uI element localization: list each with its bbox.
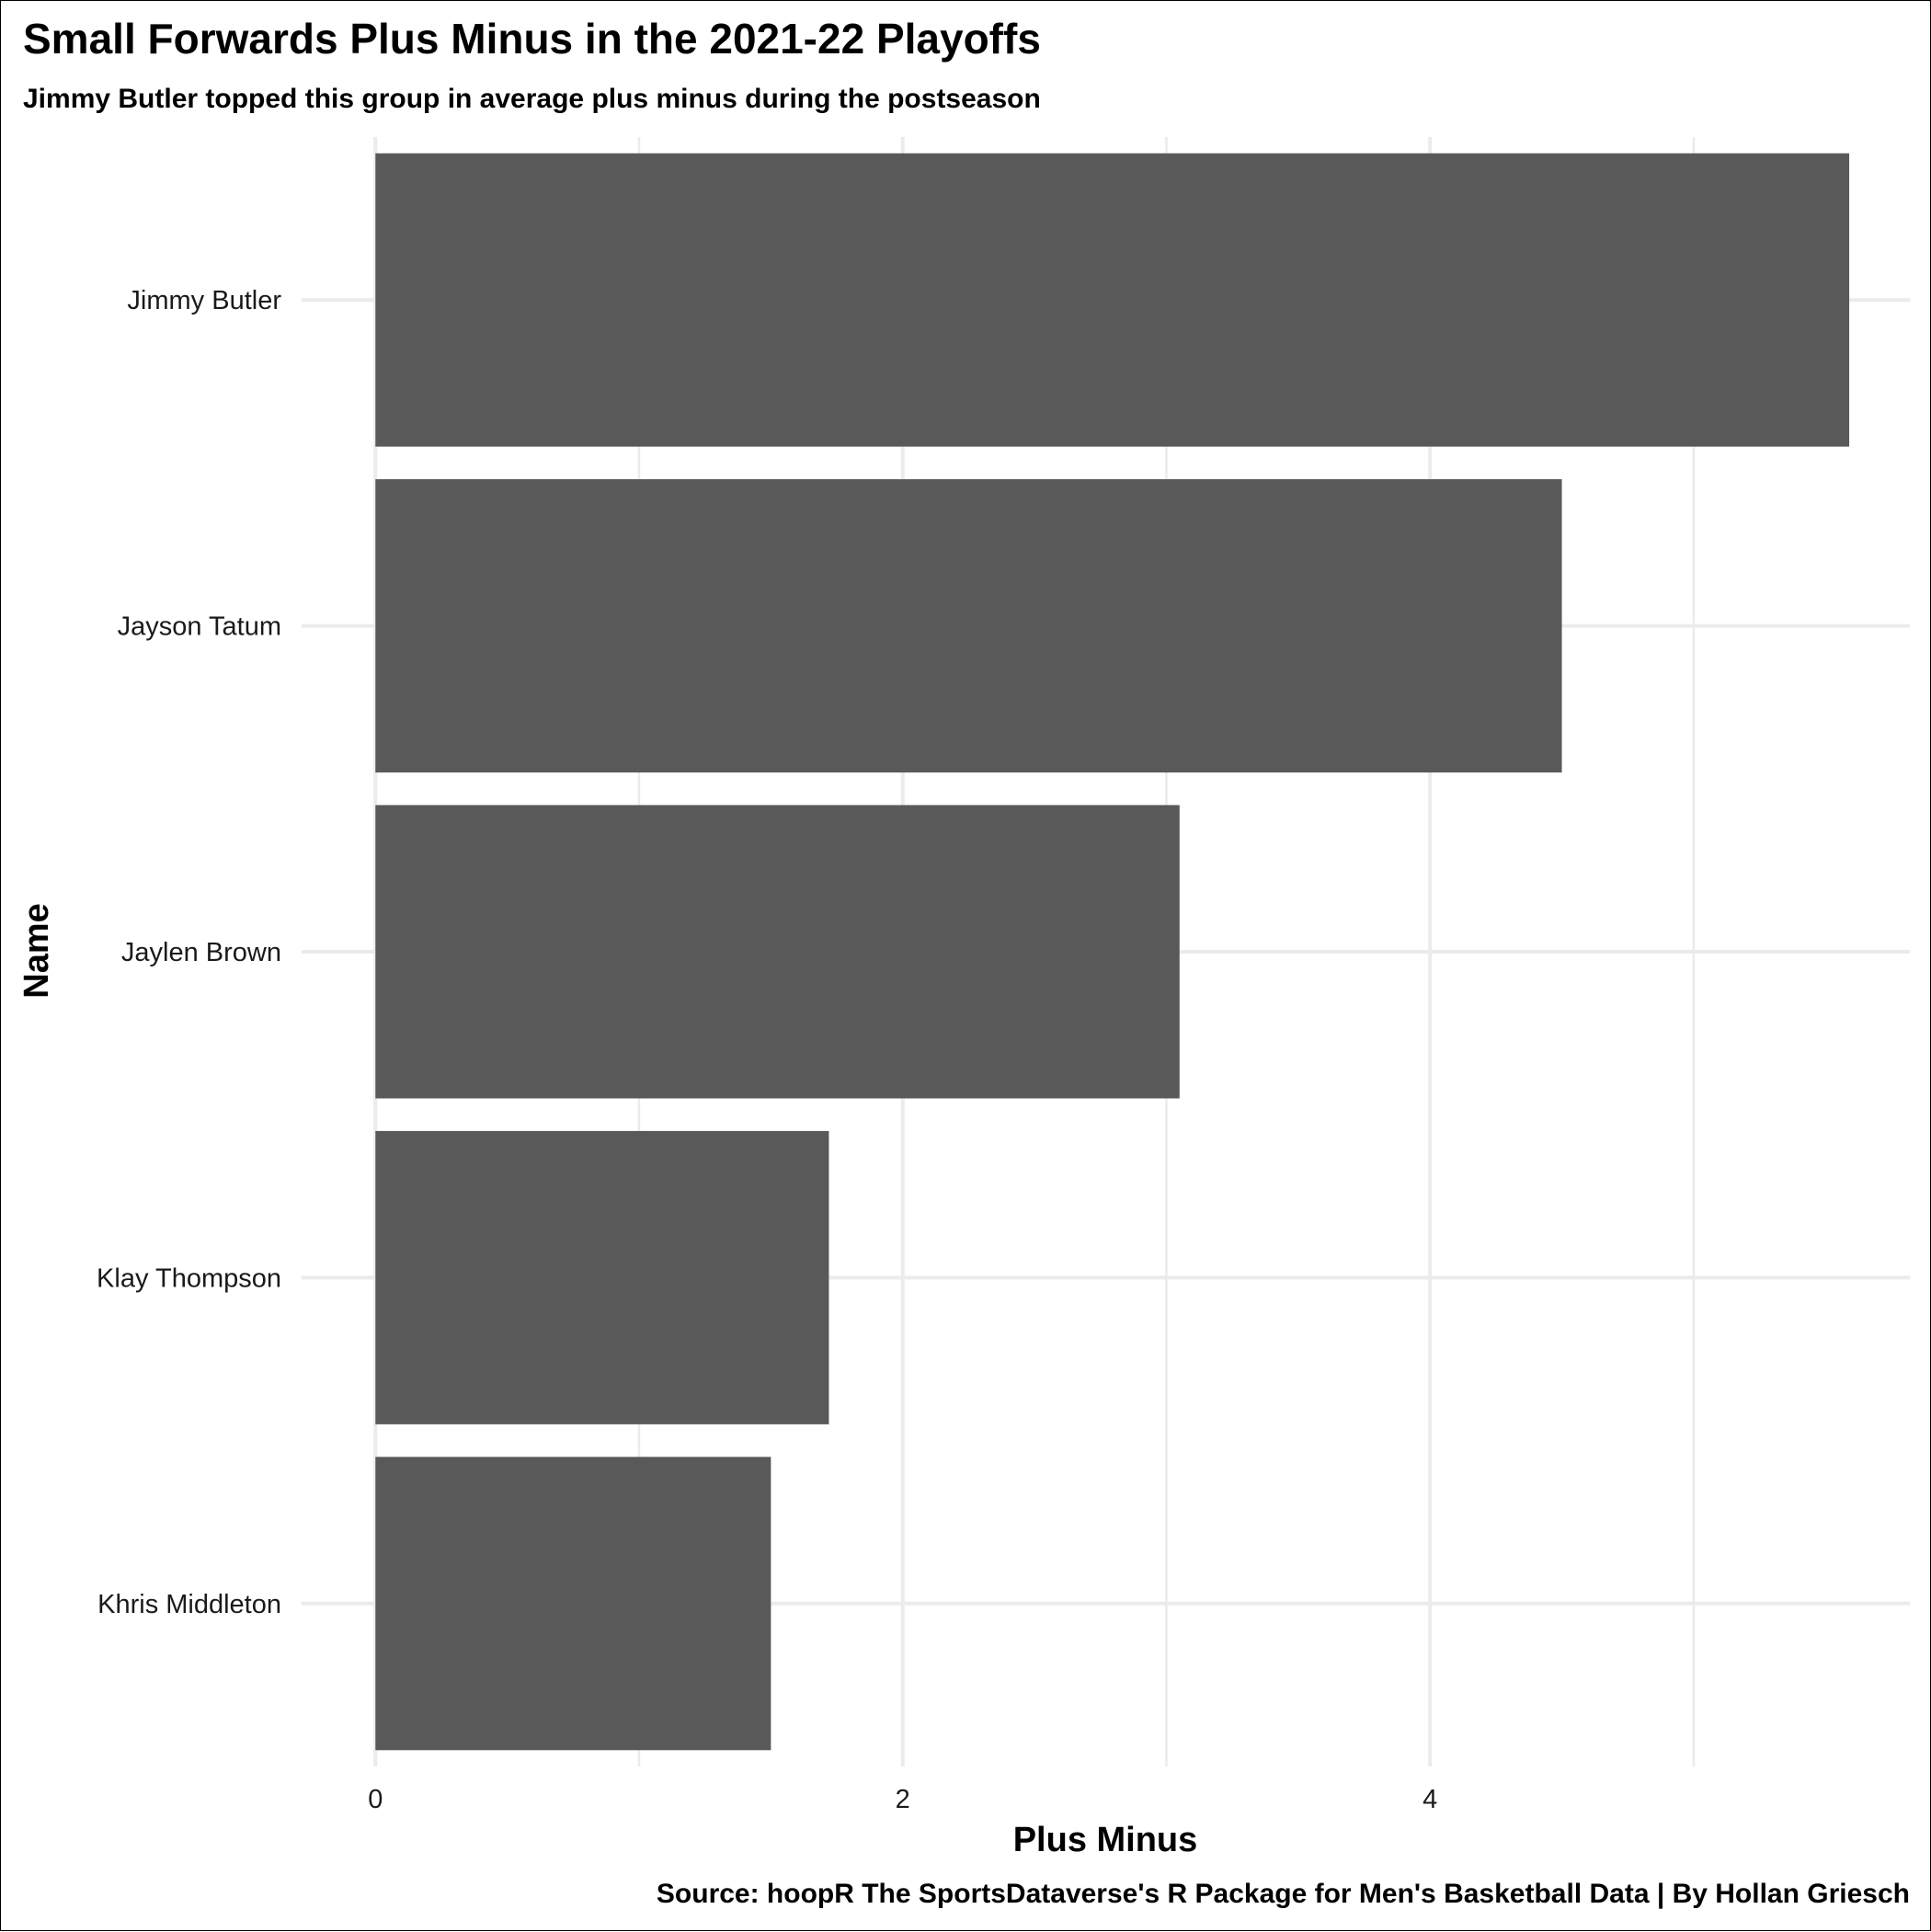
- y-axis-title: Name: [17, 903, 56, 999]
- bar: [375, 805, 1180, 1099]
- y-tick-label: Jayson Tatum: [118, 612, 281, 642]
- bar-layer: [375, 153, 1850, 1751]
- x-axis-title: Plus Minus: [1013, 1821, 1198, 1859]
- chart-subtitle: Jimmy Butler topped this group in averag…: [23, 84, 1041, 114]
- x-tick-label: 2: [896, 1785, 910, 1814]
- y-tick-label: Jimmy Butler: [127, 286, 281, 315]
- bar: [375, 153, 1850, 447]
- bar: [375, 1457, 771, 1751]
- bar: [375, 479, 1562, 773]
- bar: [375, 1130, 829, 1424]
- tick-layer: Jimmy Butler Jayson Tatum Jaylen Brown Klay…: [97, 286, 1437, 1814]
- y-tick-label: Klay Thompson: [97, 1263, 281, 1293]
- x-tick-label: 0: [368, 1785, 383, 1814]
- chart-title: Small Forwards Plus Minus in the 2021-22…: [23, 15, 1041, 63]
- y-tick-label: Jaylen Brown: [121, 938, 281, 967]
- x-tick-label: 4: [1423, 1785, 1437, 1814]
- chart-caption: Source: hoopR The SportsDataverse's R Pa…: [657, 1879, 1910, 1909]
- y-tick-label: Khris Middleton: [97, 1590, 281, 1619]
